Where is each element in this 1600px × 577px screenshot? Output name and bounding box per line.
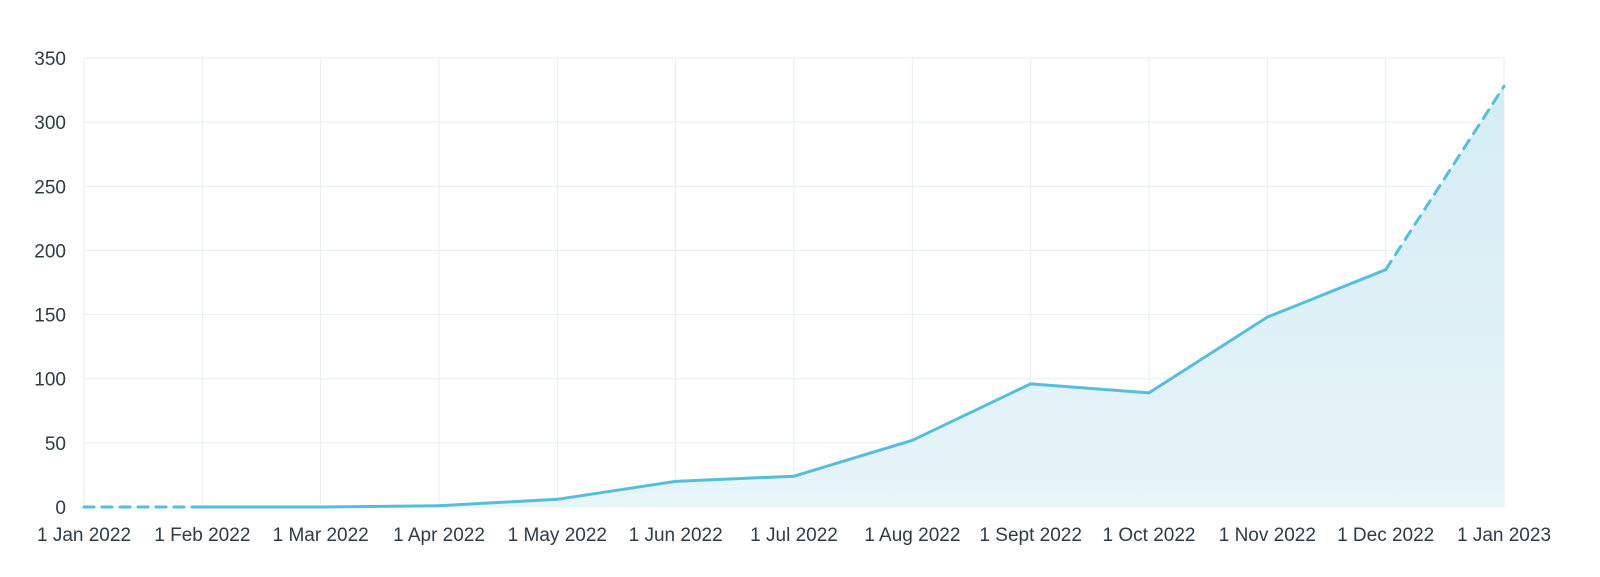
x-axis: 1 Jan 2022 1 Feb 2022 1 Mar 2022 1 Apr 2022…: [37, 525, 1551, 546]
y-tick-label: 50: [45, 434, 66, 455]
line-layer: [82, 84, 1506, 509]
y-tick-label: 300: [34, 113, 66, 134]
line-segment: [319, 504, 441, 509]
line-segment: [1147, 315, 1269, 395]
line-segment: [792, 438, 914, 478]
y-tick-label: 100: [34, 370, 66, 391]
y-tick-label: 0: [55, 498, 66, 519]
data-point: [1502, 84, 1506, 88]
y-tick-label: 350: [34, 49, 66, 70]
x-tick-label: 1 Aug 2022: [864, 525, 960, 546]
y-axis: 0 50 100 150 200 250 300 350: [34, 49, 66, 519]
area-layer: [84, 86, 1504, 508]
data-point: [82, 505, 86, 509]
data-point: [437, 504, 441, 508]
area-fill: [84, 86, 1504, 508]
data-point: [1147, 391, 1151, 395]
line-segment: [1029, 382, 1151, 395]
x-tick-label: 1 Jul 2022: [750, 525, 838, 546]
line-segment: [437, 497, 559, 508]
data-point: [792, 474, 796, 478]
x-tick-label: 1 Nov 2022: [1219, 525, 1316, 546]
x-tick-label: 1 Apr 2022: [393, 525, 485, 546]
x-tick-label: 1 Sept 2022: [979, 525, 1081, 546]
line-segment-dashed: [1384, 84, 1506, 272]
x-tick-label: 1 Mar 2022: [273, 525, 369, 546]
x-tick-label: 1 May 2022: [508, 525, 607, 546]
x-tick-label: 1 Jan 2022: [37, 525, 131, 546]
x-tick-label: 1 Oct 2022: [1103, 525, 1196, 546]
line-segment: [674, 474, 796, 483]
data-point: [1384, 268, 1388, 272]
data-point: [1265, 315, 1269, 319]
y-tick-label: 250: [34, 177, 66, 198]
line-segment: [555, 479, 678, 501]
x-tick-label: 1 Jun 2022: [629, 525, 723, 546]
x-tick-label: 1 Feb 2022: [154, 525, 250, 546]
data-point: [1029, 382, 1033, 386]
data-point: [200, 505, 204, 509]
data-point: [674, 479, 678, 483]
line-segment: [1265, 268, 1388, 319]
grid: [83, 57, 1505, 508]
data-point: [319, 505, 323, 509]
data-point: [910, 438, 914, 442]
x-tick-label: 1 Dec 2022: [1337, 525, 1434, 546]
y-tick-label: 200: [34, 241, 66, 262]
y-tick-label: 150: [34, 306, 66, 327]
x-tick-label: 1 Jan 2023: [1457, 525, 1551, 546]
data-point: [555, 497, 559, 501]
line-segment: [910, 382, 1033, 442]
